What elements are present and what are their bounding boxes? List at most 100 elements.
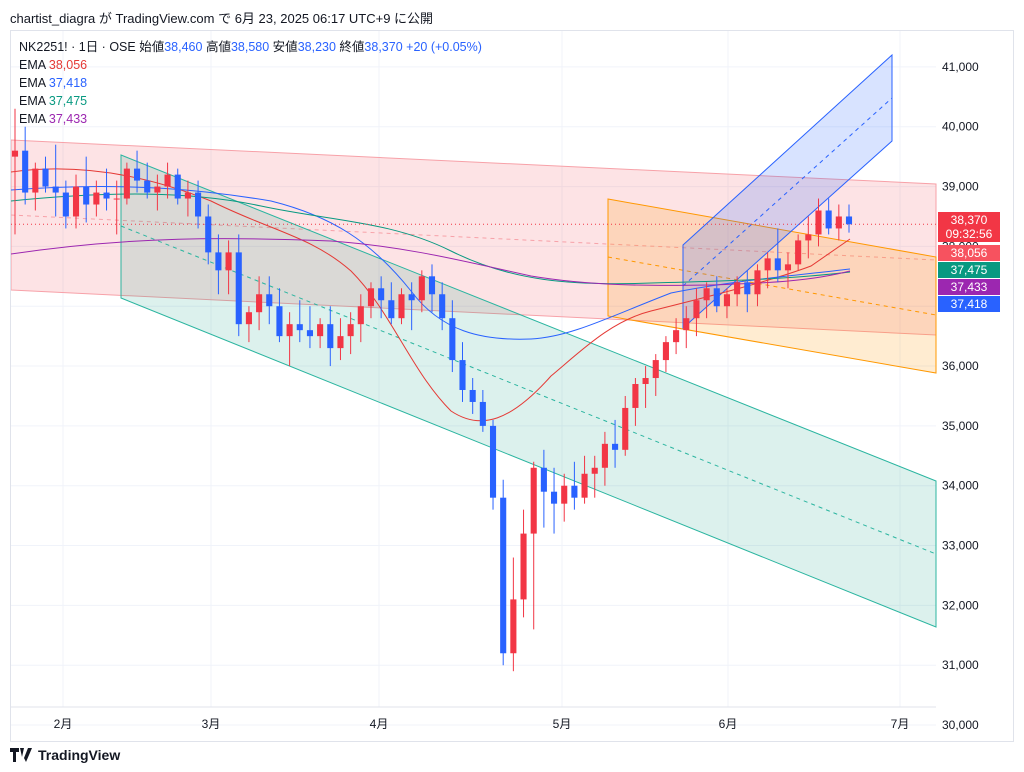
candle-body — [93, 192, 100, 205]
candle-body — [764, 258, 771, 271]
candle-body — [296, 324, 303, 331]
y-tick-label: 31,000 — [942, 658, 979, 672]
ema-value: 37,418 — [48, 76, 88, 90]
y-tick-label: 33,000 — [942, 539, 979, 553]
candle-body — [306, 330, 314, 337]
red-channel-mid — [11, 214, 937, 261]
high-label: 高値 — [205, 40, 231, 54]
candle-body — [703, 288, 710, 301]
ema-tag-green: 37,475 — [938, 262, 1000, 278]
candle-body — [195, 192, 202, 217]
candle-body — [469, 389, 476, 402]
low-label: 安値 — [272, 40, 298, 54]
candle-body — [510, 599, 517, 654]
candle-body — [428, 276, 436, 295]
ema-label: EMA — [19, 76, 46, 90]
ema-value: 37,433 — [48, 112, 88, 126]
candle-body — [693, 300, 700, 319]
candle-body — [439, 294, 446, 319]
candle-body — [327, 324, 334, 349]
candle-body — [408, 294, 415, 301]
candle-body — [642, 378, 649, 385]
candle-body — [835, 216, 842, 229]
y-tick-label: 40,000 — [942, 120, 979, 134]
countdown-text: 09:32:56 — [945, 227, 993, 241]
x-tick-label: 4月 — [370, 717, 389, 731]
candle-body — [612, 443, 619, 450]
tradingview-logo[interactable]: TradingView — [10, 744, 120, 766]
ema-row-4: EMA 37,433 — [19, 110, 482, 128]
candle-body — [205, 216, 212, 253]
candle-body — [683, 318, 690, 331]
ema-row-3: EMA 37,475 — [19, 92, 482, 110]
candle-body — [652, 360, 659, 379]
candle-body — [42, 168, 49, 187]
candle-body — [591, 467, 598, 474]
candle-body — [459, 360, 466, 390]
x-tick-label: 2月 — [54, 717, 73, 731]
low-value: 38,230 — [297, 40, 336, 54]
candle-body — [215, 252, 222, 271]
ema-label: EMA — [19, 94, 46, 108]
orange-channel — [607, 198, 937, 374]
price-chart[interactable]: 30,000 31,000 32,000 33,000 34,000 35,000 36,0… — [11, 31, 1015, 743]
candle-body — [723, 294, 731, 307]
candle-body — [479, 401, 486, 426]
candle-body — [235, 252, 242, 325]
candle-body — [367, 288, 375, 307]
ema-line-green — [11, 193, 851, 285]
chart-legend: NK2251! · 1日 · OSE 始値38,460 高値38,580 安値3… — [19, 38, 482, 128]
close-value: 38,370 — [364, 40, 403, 54]
open-label: 始値 — [139, 40, 165, 54]
candle-body — [784, 264, 792, 271]
ema-line-blue — [11, 186, 851, 340]
candle-body — [256, 294, 263, 313]
candle-body — [337, 336, 344, 349]
ema-tag-red: 38,056 — [938, 245, 1000, 261]
blue-channel-mid — [682, 97, 893, 287]
candle-body — [744, 282, 751, 295]
last-price-text: 38,370 — [950, 213, 988, 227]
candle-body — [530, 467, 537, 534]
candle-body — [22, 150, 29, 193]
candle-body — [713, 288, 720, 307]
candle-body — [632, 384, 639, 408]
chart-area[interactable]: 30,000 31,000 32,000 33,000 34,000 35,000 36,0… — [10, 30, 1014, 742]
candle-body — [62, 192, 69, 217]
candle-body — [11, 150, 19, 157]
close-label: 終値 — [339, 40, 365, 54]
y-tick-label: 30,000 — [942, 718, 979, 732]
ema-label: EMA — [19, 112, 46, 126]
x-tick-label: 5月 — [553, 717, 572, 731]
candle-body — [245, 312, 252, 325]
candle-body — [103, 192, 110, 199]
ema-tag-blue: 37,418 — [938, 296, 1000, 312]
candle-body — [622, 407, 629, 450]
candle-body — [286, 324, 293, 337]
candle-body — [845, 216, 853, 225]
candle-body — [540, 467, 547, 492]
green-channel-mid — [120, 225, 937, 555]
symbol-line: NK2251! · 1日 · OSE — [19, 40, 136, 54]
candle-body — [561, 485, 568, 504]
candle-body — [357, 306, 364, 325]
candle-body — [550, 491, 558, 504]
candle-body — [83, 186, 90, 205]
candle-body — [774, 258, 781, 271]
candle-body — [662, 342, 669, 361]
candle-body — [815, 210, 822, 235]
candle-body — [489, 425, 497, 498]
candle-body — [266, 294, 273, 307]
change-value: +20 (+0.05%) — [406, 40, 482, 54]
y-tick-label: 35,000 — [942, 419, 979, 433]
candle-body — [520, 533, 527, 600]
brand-label: TradingView — [38, 747, 121, 763]
ohlc-row: NK2251! · 1日 · OSE 始値38,460 高値38,580 安値3… — [19, 38, 482, 56]
ema-row-2: EMA 37,418 — [19, 74, 482, 92]
candle-body — [500, 497, 507, 654]
candle-body — [825, 210, 832, 229]
candle-body — [52, 186, 59, 193]
x-tick-label: 7月 — [891, 717, 910, 731]
candle-body — [154, 186, 161, 193]
y-tick-label: 41,000 — [942, 60, 979, 74]
